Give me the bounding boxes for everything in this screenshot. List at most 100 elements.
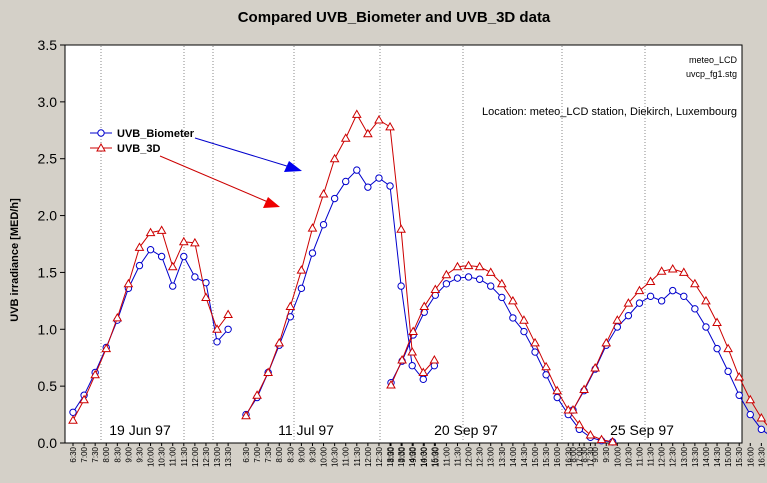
data-point-biometer — [509, 314, 517, 322]
x-tick-label: 12:30 — [375, 446, 384, 467]
y-tick-label: 2.0 — [38, 208, 58, 224]
legend-marker-3d — [96, 142, 106, 152]
x-tick-label: 13:00 — [487, 446, 496, 467]
data-point-3d — [701, 295, 711, 305]
data-point-biometer — [531, 348, 539, 356]
x-tick-label: 15:00 — [430, 446, 439, 467]
data-point-3d — [374, 115, 384, 124]
data-point-3d — [407, 347, 418, 356]
note-meteo-lcd: meteo_LCD — [689, 55, 738, 65]
x-axis: 6:30 7:00 7:30 8:00 8:30 9:00 9:30 10:00 10:30 11… — [69, 443, 766, 467]
data-point-biometer — [646, 292, 655, 301]
x-tick-label: 8:00 — [569, 446, 578, 462]
x-tick-label: 14:00 — [702, 446, 711, 467]
data-point-biometer — [308, 249, 317, 257]
series-line-3d — [245, 113, 435, 416]
chart-title: Compared UVB_Biometer and UVB_3D data — [238, 9, 551, 26]
legend: UVB_Biometer UVB_3D — [90, 128, 195, 155]
x-tick-label: 12:00 — [191, 446, 200, 467]
x-tick-label: 11:30 — [180, 446, 189, 466]
data-point-3d — [430, 284, 441, 293]
data-point-biometer — [180, 252, 188, 261]
x-tick-label: 10:00 — [147, 446, 156, 467]
data-point-biometer — [553, 393, 561, 402]
x-tick-label: 13:30 — [498, 446, 507, 467]
location-note: Location: meteo_LCD station, Diekirch, L… — [482, 106, 737, 118]
data-point-biometer — [157, 252, 166, 261]
x-tick-label: 11:00 — [169, 446, 178, 466]
data-point-3d — [252, 390, 262, 399]
data-point-3d — [623, 298, 634, 307]
x-tick-label: 9:00 — [591, 446, 600, 462]
data-point-biometer — [680, 292, 688, 301]
data-point-3d — [190, 237, 200, 247]
arrow-line-3d — [159, 155, 269, 203]
x-tick-label: 10:00 — [320, 446, 329, 467]
x-tick-label: 8:30 — [286, 446, 295, 462]
data-point-biometer — [342, 177, 350, 186]
data-point-biometer — [724, 367, 732, 376]
data-point-3d — [201, 292, 211, 301]
x-tick-label: 12:00 — [658, 446, 667, 467]
x-tick-label: 16:00 — [746, 446, 755, 467]
data-point-biometer — [213, 338, 221, 346]
x-tick-label: 8:30 — [113, 446, 122, 462]
x-tick-label: 10:30 — [624, 446, 633, 467]
x-tick-label: 9:30 — [409, 446, 418, 462]
data-point-3d — [634, 285, 645, 295]
x-tick-label: 10:00 — [613, 446, 622, 467]
data-point-biometer — [364, 183, 372, 191]
data-point-3d — [612, 315, 623, 324]
data-point-3d — [178, 236, 189, 246]
legend-label-biometer: UVB_Biometer — [117, 128, 195, 140]
data-point-biometer — [691, 305, 699, 313]
data-point-biometer — [757, 425, 766, 434]
data-point-3d — [329, 153, 340, 163]
x-tick-label: 7:30 — [91, 446, 100, 462]
x-tick-label: 13:30 — [691, 446, 700, 467]
data-point-biometer — [330, 194, 339, 203]
data-point-3d — [452, 261, 463, 271]
x-tick-label: 11:30 — [647, 446, 656, 466]
data-point-biometer — [135, 261, 144, 270]
data-point-biometer — [386, 182, 394, 190]
data-point-biometer — [453, 274, 462, 282]
x-tick-label: 15:00 — [531, 446, 540, 467]
data-point-biometer — [397, 282, 405, 290]
x-tick-label: 13:30 — [224, 446, 233, 467]
x-tick-label: 15:30 — [542, 446, 551, 467]
y-tick-label: 0.0 — [38, 435, 58, 451]
data-point-3d — [274, 337, 285, 347]
data-point-3d — [408, 326, 419, 336]
data-point-biometer — [635, 299, 644, 307]
x-tick-label: 8:00 — [275, 446, 284, 462]
data-point-3d — [340, 133, 351, 142]
data-point-3d — [285, 301, 296, 311]
day-labels: 19 Jun 97 11 Jul 97 20 Sep 97 25 Sep 97 — [109, 422, 674, 438]
data-point-biometer — [419, 375, 427, 384]
data-point-biometer — [319, 220, 328, 229]
data-point-3d — [568, 405, 578, 414]
y-tick-label: 1.0 — [38, 321, 58, 337]
data-point-3d — [101, 343, 112, 353]
data-point-3d — [645, 276, 656, 286]
x-tick-label: 11:30 — [453, 446, 462, 466]
x-tick-label: 12:30 — [202, 446, 211, 467]
x-tick-label: 16:30 — [564, 446, 573, 467]
data-point-3d — [690, 278, 700, 288]
data-point-3d — [112, 312, 123, 322]
data-point-3d — [156, 225, 167, 234]
x-tick-label: 17:00 — [575, 446, 584, 467]
data-point-3d — [123, 278, 134, 288]
y-tick-label: 0.5 — [38, 378, 58, 394]
x-tick-label: 8:30 — [580, 446, 589, 462]
data-point-3d — [508, 295, 518, 305]
x-tick-label: 8:30 — [387, 446, 396, 462]
data-point-3d — [596, 434, 607, 444]
x-tick-label: 9:00 — [398, 446, 407, 462]
data-point-biometer — [464, 273, 473, 281]
data-point-3d — [712, 317, 722, 326]
data-point-3d — [756, 412, 767, 422]
y-tick-label: 3.0 — [38, 94, 58, 110]
